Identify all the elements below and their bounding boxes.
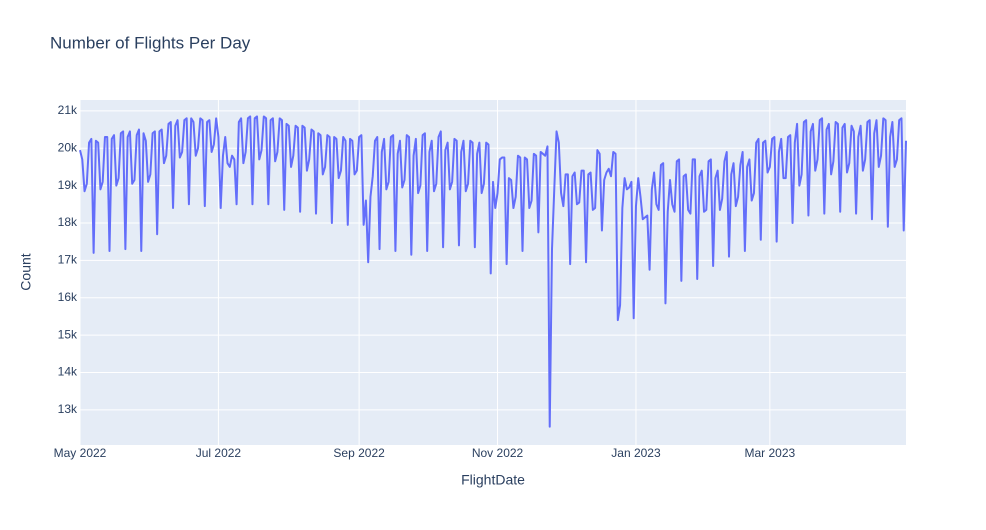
x-tick-label: Nov 2022	[472, 446, 524, 460]
y-tick-label: 13k	[58, 402, 78, 416]
y-tick-label: 15k	[58, 327, 78, 341]
y-axis-title: Count	[18, 253, 34, 290]
x-tick-label: Jan 2023	[611, 446, 661, 460]
plot-area	[80, 100, 906, 445]
x-axis-title: FlightDate	[461, 472, 525, 488]
x-tick-label: Sep 2022	[333, 446, 385, 460]
y-tick-label: 14k	[58, 365, 78, 379]
x-tick-label: Jul 2022	[196, 446, 242, 460]
y-tick-label: 16k	[58, 290, 78, 304]
y-tick-label: 19k	[58, 178, 78, 192]
y-tick-label: 18k	[58, 215, 78, 229]
y-tick-label: 21k	[58, 103, 78, 117]
data-line	[79, 115, 907, 428]
x-tick-label: Mar 2023	[744, 446, 795, 460]
x-tick-label: May 2022	[54, 446, 107, 460]
y-tick-label: 17k	[58, 253, 78, 267]
chart-title: Number of Flights Per Day	[50, 33, 251, 52]
y-tick-label: 20k	[58, 140, 78, 154]
